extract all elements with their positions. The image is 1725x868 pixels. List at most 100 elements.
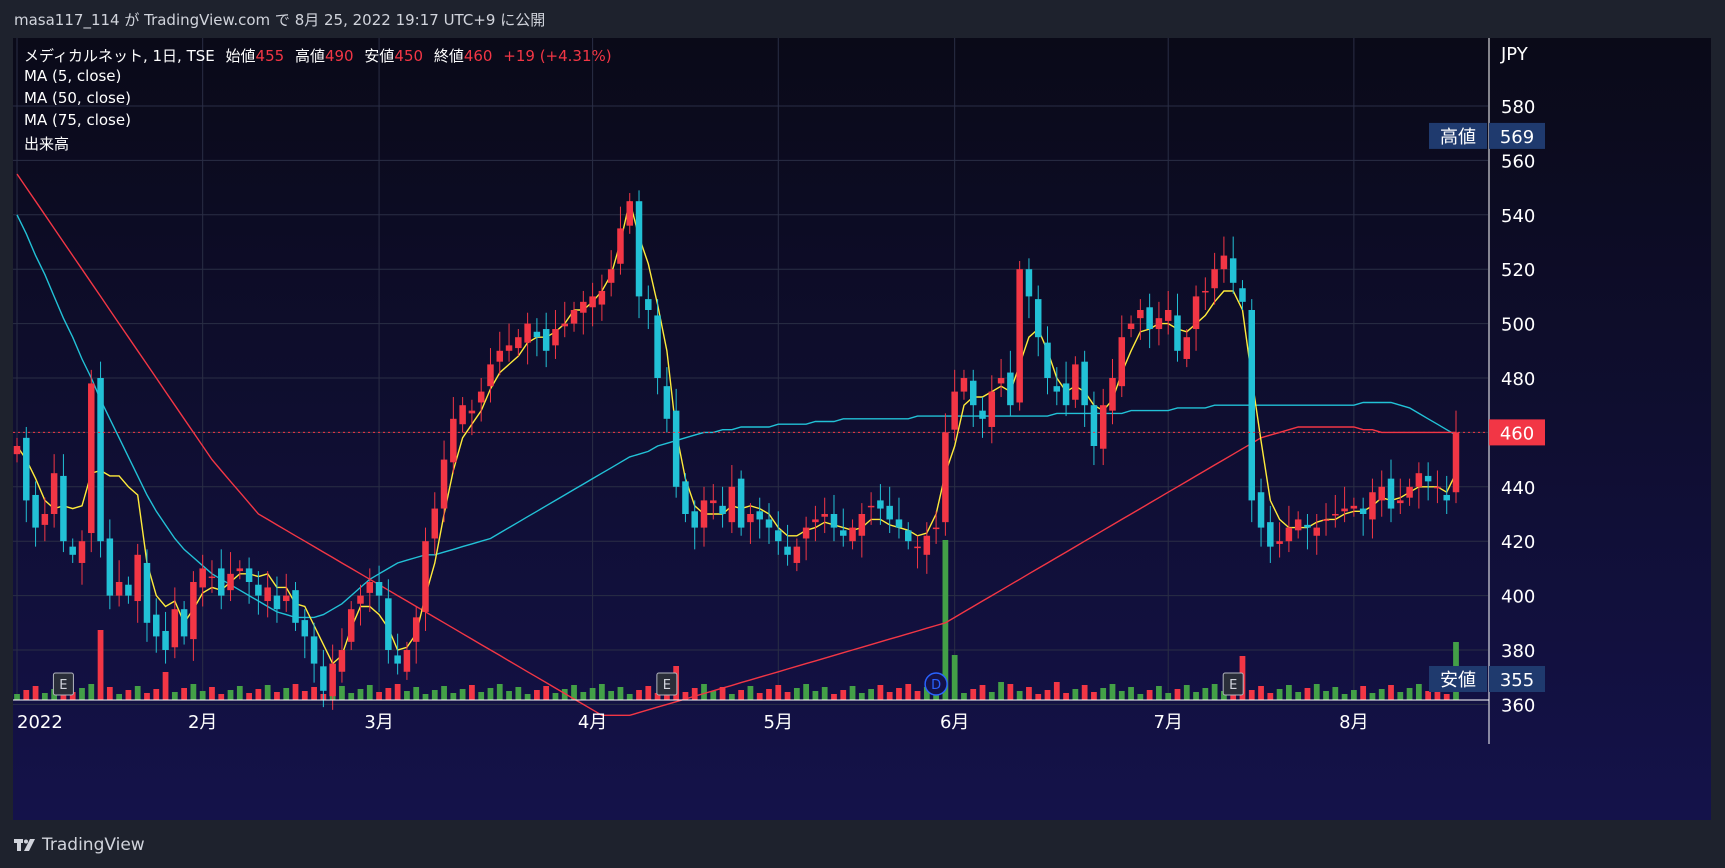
high-marker-label: 高値 <box>1440 127 1476 148</box>
candle-body <box>60 475 67 542</box>
volume-bar <box>552 693 559 700</box>
chart-pane[interactable]: 580 560 540 520 500 480 460 440 420 400 380 360 2022… <box>13 38 1711 820</box>
candle-body <box>737 478 745 528</box>
volume-bar <box>41 693 48 700</box>
candle-body <box>1424 475 1432 482</box>
volume-bar <box>385 688 392 700</box>
candle-body <box>515 337 522 349</box>
volume-bar <box>951 655 958 700</box>
dividend-badge-label: D <box>931 678 941 693</box>
volume-bar <box>1118 691 1125 700</box>
volume-bar <box>366 685 373 700</box>
candle-body <box>153 614 160 637</box>
candle-body <box>802 527 810 539</box>
volume-bar <box>701 684 707 700</box>
volume-bar <box>979 685 986 700</box>
y-tick-label: 580 <box>1501 97 1535 118</box>
volume-bar <box>580 692 587 700</box>
volume-bar <box>719 687 726 700</box>
volume-bar <box>209 687 215 700</box>
candle-body <box>106 538 114 596</box>
candle-body <box>923 535 931 555</box>
candle-body <box>589 296 596 308</box>
candle-body <box>951 391 958 430</box>
candle-body <box>663 386 671 419</box>
candle-body <box>487 364 494 387</box>
candle-body <box>1406 486 1413 498</box>
candle-body <box>607 269 615 283</box>
candle-body <box>672 410 680 487</box>
candle-body <box>654 315 661 378</box>
candle-body <box>1369 492 1376 520</box>
candle-body <box>598 290 606 305</box>
volume-bar <box>283 688 290 700</box>
volume-bar <box>357 689 364 700</box>
volume-bar <box>812 691 819 700</box>
candle-body <box>719 505 726 514</box>
volume-bar <box>79 688 85 700</box>
grid-lines <box>13 38 1488 705</box>
y-tick-label: 540 <box>1501 206 1535 227</box>
candle-body <box>626 201 633 226</box>
candle-body <box>88 383 95 534</box>
candle-body <box>1202 290 1209 293</box>
candle-body <box>41 514 49 525</box>
tradingview-icon <box>14 839 35 851</box>
volume-bar <box>1072 689 1079 700</box>
volume-bar <box>617 687 624 700</box>
candle-body <box>208 576 216 579</box>
tradingview-logo[interactable]: TradingView <box>14 835 145 855</box>
candle-body <box>914 546 921 549</box>
candle-body <box>1415 473 1423 487</box>
candle-body <box>394 655 401 664</box>
candle-body <box>1025 269 1033 297</box>
candle-body <box>932 527 940 530</box>
candle-body <box>403 650 411 672</box>
volume-bar <box>404 691 410 700</box>
volume-bar <box>1341 694 1348 700</box>
candle-body <box>217 568 225 596</box>
candle-body <box>1034 299 1042 338</box>
y-tick-label: 360 <box>1501 695 1535 716</box>
low-marker-bg <box>1489 666 1545 692</box>
volume-bar <box>153 689 160 700</box>
volume-bar <box>348 693 355 700</box>
volume-bar <box>1165 693 1172 700</box>
volume-bar <box>747 686 754 700</box>
candle-body <box>347 609 355 642</box>
volume-bar <box>775 685 782 700</box>
x-tick-label: 2022 <box>17 712 63 733</box>
volume-bar <box>682 692 689 700</box>
volume-bar <box>1221 691 1227 700</box>
candle-body <box>700 500 708 528</box>
candle-body <box>895 519 903 528</box>
volume-bar <box>710 691 717 700</box>
candle-body <box>385 598 392 650</box>
candle-body <box>375 582 383 596</box>
candle-body <box>1387 478 1395 509</box>
volume-bar <box>144 693 150 700</box>
candle-body <box>1137 310 1144 319</box>
volume-bar <box>88 684 95 700</box>
candle-body <box>245 568 253 582</box>
x-tick-label: 7月 <box>1153 712 1182 733</box>
volume-bar <box>961 693 967 700</box>
volume-bar <box>1156 686 1162 700</box>
volume-bar <box>849 686 856 700</box>
candle-body <box>765 519 773 528</box>
candle-body <box>979 410 986 419</box>
candle-body <box>1350 505 1358 509</box>
volume-bar <box>1258 686 1264 700</box>
volume-bar <box>1183 685 1190 700</box>
legend-ma5[interactable]: MA (5, close) <box>24 67 122 85</box>
volume-bar <box>125 690 132 700</box>
legend-ma75[interactable]: MA (75, close) <box>24 111 131 129</box>
volume-bar <box>831 694 837 700</box>
candle-body <box>329 663 336 697</box>
candle-body <box>115 582 123 596</box>
volume-bar <box>1434 687 1441 700</box>
volume-bar <box>14 694 20 700</box>
legend-ma50[interactable]: MA (50, close) <box>24 89 131 107</box>
candle-body <box>756 511 763 520</box>
legend-volume[interactable]: 出来高 <box>24 135 70 153</box>
